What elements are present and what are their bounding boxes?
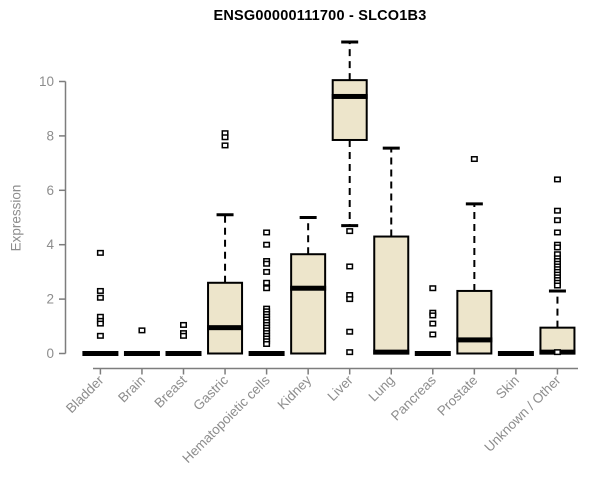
y-tick-label: 0 [46,346,54,361]
outlier-point [429,320,437,327]
outlier-point [221,134,229,141]
outlier-point [96,294,104,301]
x-category-label: Pancreas [388,372,439,423]
outlier-point [138,327,146,334]
median-line [165,351,202,356]
x-category-label: Prostate [434,373,480,419]
outlier-point [96,320,104,327]
outlier-point [263,285,271,292]
box [456,289,493,355]
median-line [207,325,244,331]
median-line [373,349,410,355]
median-line [331,93,368,99]
y-tick-label: 4 [46,237,54,252]
outlier-point [346,328,354,335]
median-line [82,351,119,356]
outlier-point [263,279,271,286]
outlier-point [553,282,561,289]
x-category-label: Breast [151,372,189,410]
outlier-point [263,260,271,267]
outlier-point [346,228,354,235]
outlier-point [96,287,104,294]
outlier-point [346,263,354,270]
outlier-point [263,241,271,248]
median-line [248,351,285,356]
outlier-point [263,340,271,347]
outlier-point [96,332,104,339]
median-line [123,351,160,356]
outlier-point [221,142,229,149]
x-category-label: Bladder [63,372,107,416]
y-tick-label: 2 [46,292,54,307]
outlier-point [553,217,561,224]
outlier-point [553,176,561,183]
median-line [456,337,493,343]
median-line [497,351,534,356]
outlier-point [96,249,104,256]
x-category-label: Brain [115,373,148,406]
x-category-label: Kidney [274,372,314,412]
box [290,253,327,355]
x-category-label: Unknown / Other [481,372,564,455]
x-category-label: Gastric [190,372,231,413]
outlier-point [553,244,561,251]
outlier-point [346,296,354,303]
outlier-point [346,349,354,356]
outlier-point [429,285,437,292]
outlier-point [553,349,561,356]
outlier-point [180,321,187,328]
outlier-point [429,312,437,319]
outlier-point [553,207,561,214]
y-tick-label: 10 [39,74,54,89]
chart-title: ENSG00000111700 - SLCO1B3 [213,8,427,24]
box [331,79,368,141]
outlier-point [553,229,561,236]
box [207,281,244,355]
x-category-label: Lung [366,373,398,405]
x-category-label: Skin [493,373,522,402]
y-tick-label: 8 [46,128,54,143]
outlier-point [429,331,437,338]
box [373,235,410,355]
outlier-point [263,268,271,275]
outlier-point [180,332,187,339]
median-line [414,351,451,356]
median-line [290,285,327,291]
x-category-label: Liver [325,372,357,404]
outlier-point [470,156,478,163]
outlier-point [263,229,271,236]
y-tick-label: 6 [46,183,54,198]
